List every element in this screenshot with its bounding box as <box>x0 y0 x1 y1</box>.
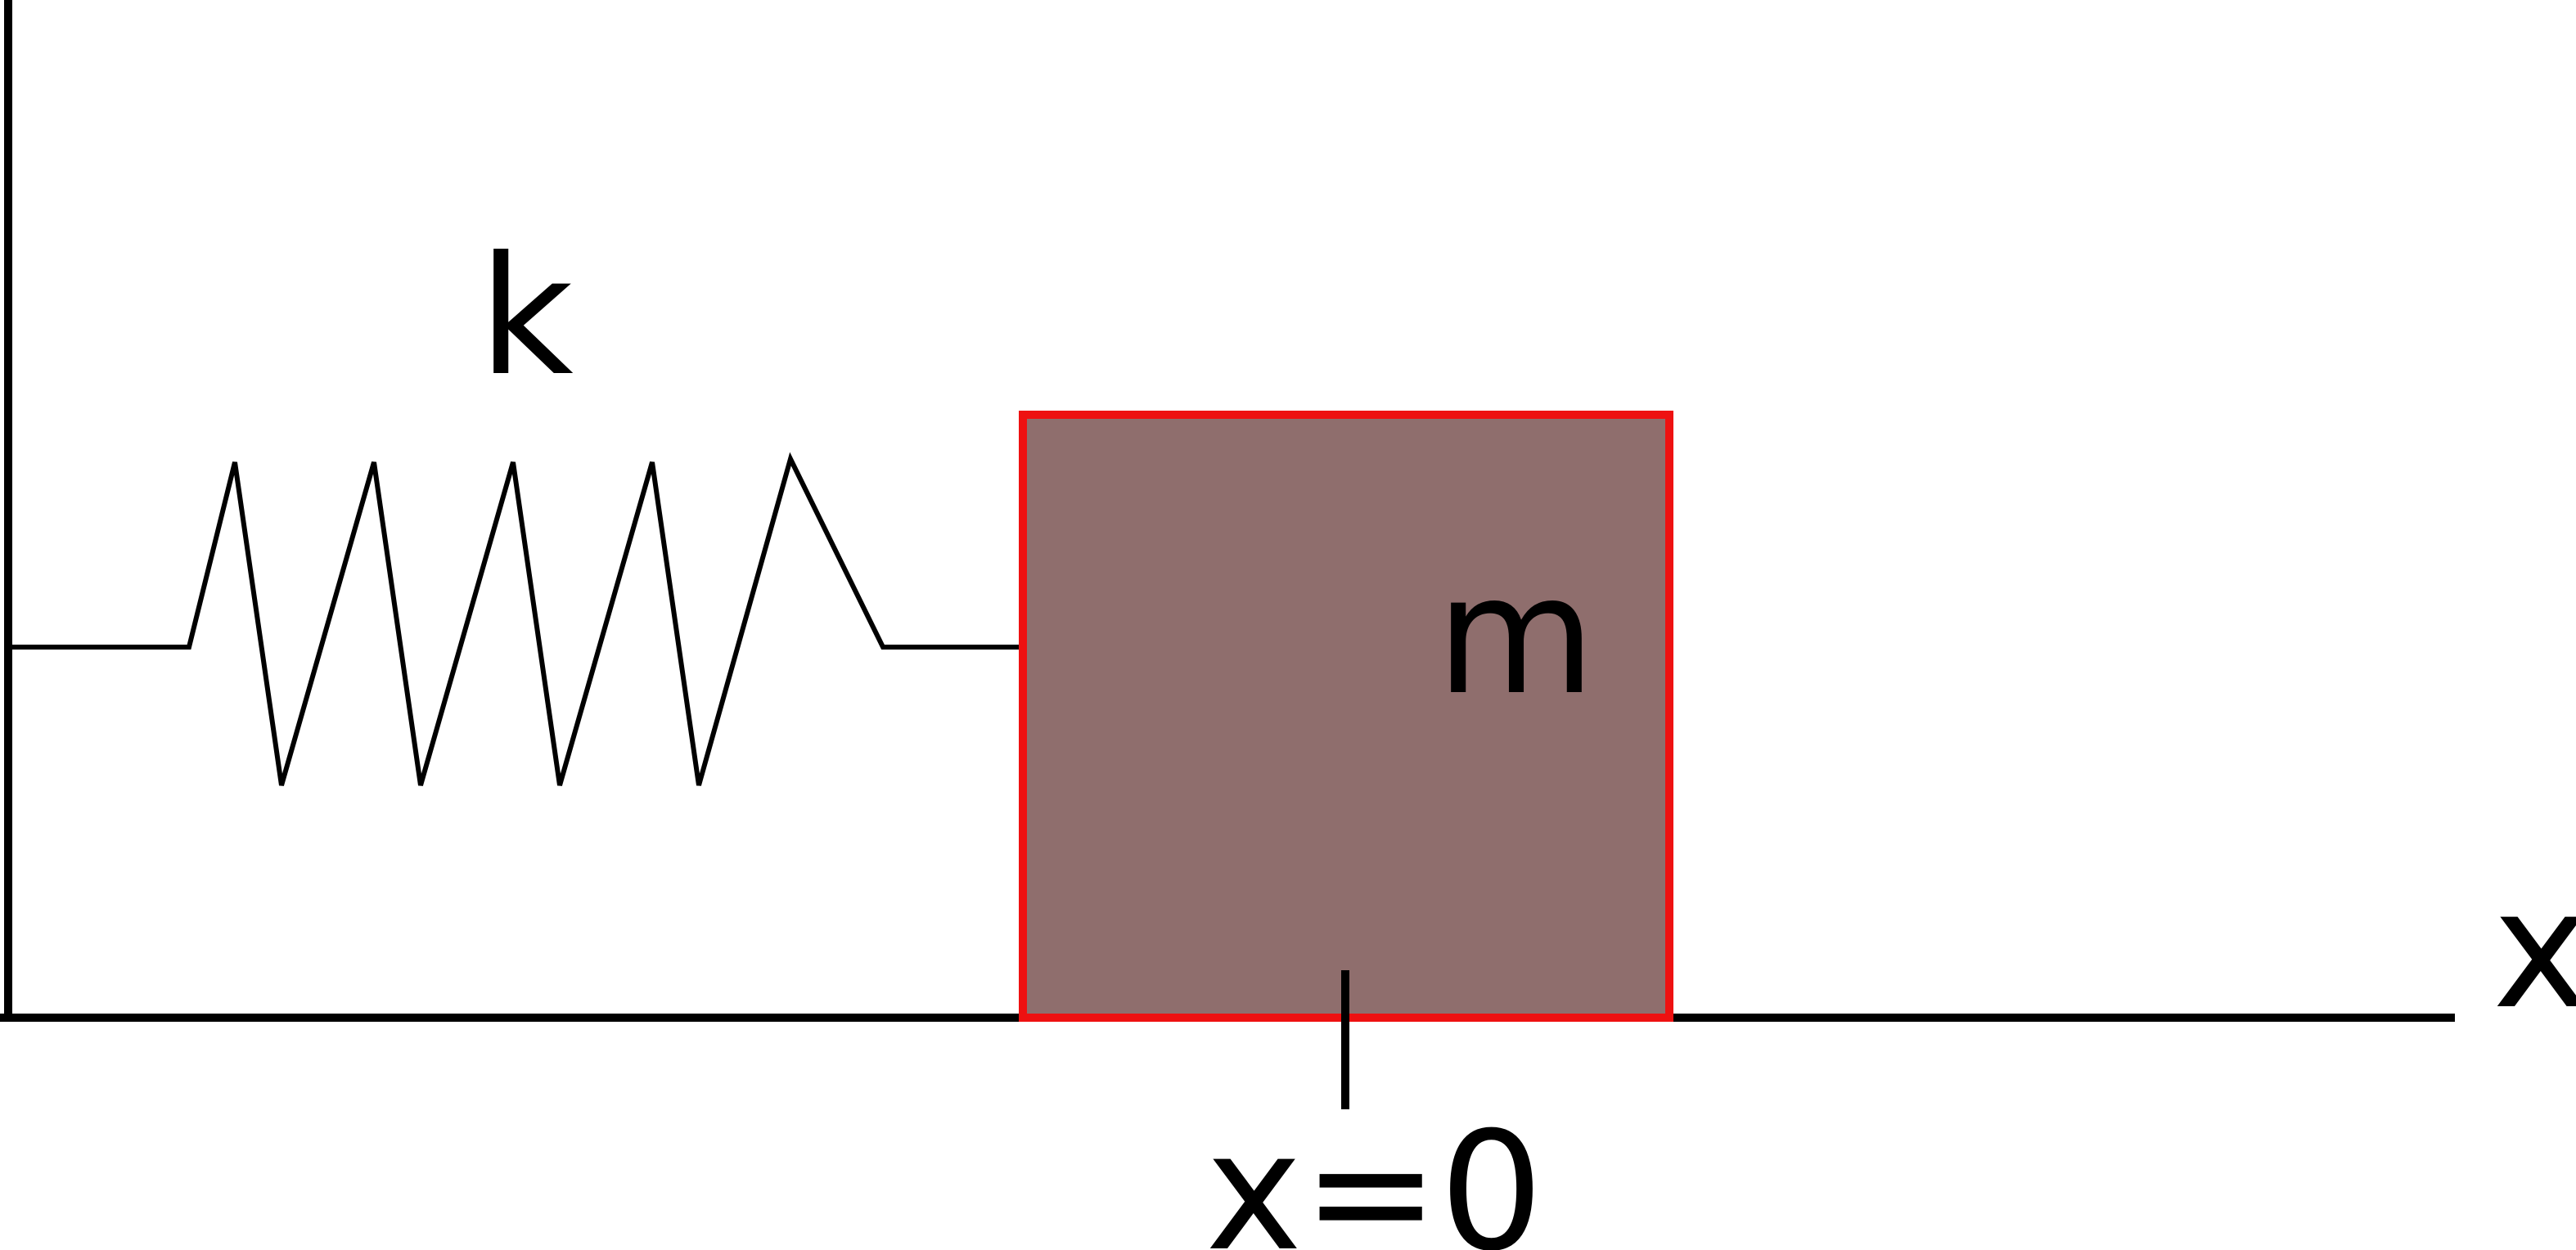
mass-block <box>1019 411 1673 1022</box>
spring <box>8 452 1021 786</box>
origin-label: x=0 <box>1205 1097 1543 1250</box>
axis-label: x <box>2493 855 2576 1045</box>
spring-constant-label: k <box>479 222 574 412</box>
mass-label: m <box>1436 541 1596 731</box>
